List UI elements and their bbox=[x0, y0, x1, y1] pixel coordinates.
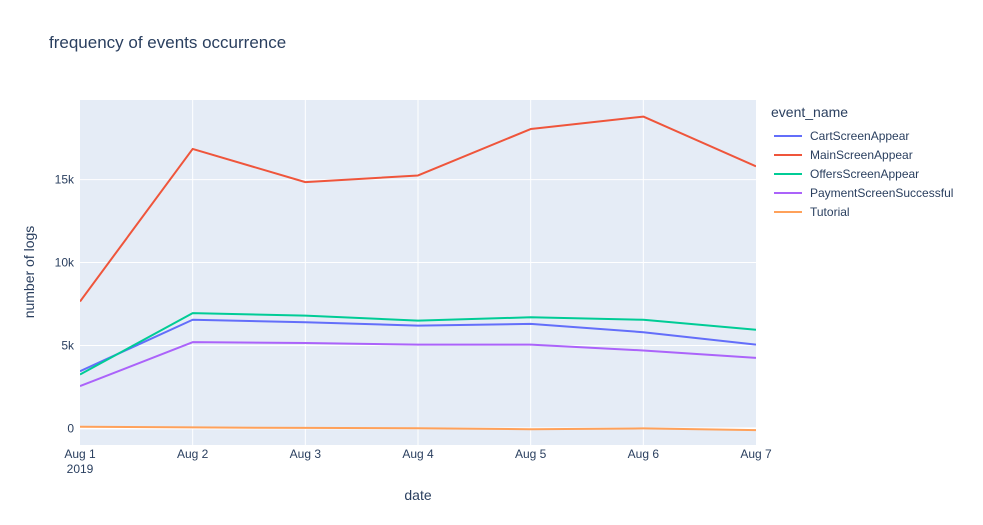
legend-label: CartScreenAppear bbox=[810, 128, 910, 143]
x-tick-label: Aug 6 bbox=[628, 447, 660, 461]
legend-swatch bbox=[774, 191, 802, 194]
y-axis-title: number of logs bbox=[21, 226, 37, 319]
x-tick-label: Aug 2 bbox=[177, 447, 209, 461]
legend-swatch bbox=[774, 134, 802, 137]
legend-swatch bbox=[774, 172, 802, 175]
legend-item-mainscreenappear[interactable]: MainScreenAppear bbox=[771, 145, 953, 164]
series-line-cartscreenappear bbox=[80, 318, 756, 373]
x-tick-label: Aug 5 bbox=[515, 447, 547, 461]
y-tick-label: 0 bbox=[67, 421, 74, 435]
legend-swatch bbox=[774, 153, 802, 156]
legend-label: MainScreenAppear bbox=[810, 147, 913, 162]
legend-swatch bbox=[774, 210, 802, 213]
legend-item-offersscreenappear[interactable]: OffersScreenAppear bbox=[771, 164, 953, 183]
y-axis-ticks: 0 5k 10k 15k bbox=[55, 173, 75, 436]
series-line-tutorial bbox=[80, 425, 756, 432]
legend-label: PaymentScreenSuccessful bbox=[810, 185, 954, 200]
legend-item-tutorial[interactable]: Tutorial bbox=[771, 202, 953, 221]
legend-items: CartScreenAppear MainScreenAppear OffersSc… bbox=[771, 126, 953, 221]
x-tick-label: Aug 4 bbox=[402, 447, 434, 461]
legend-title: event_name bbox=[771, 104, 849, 120]
series-line-paymentscreensuccessful bbox=[80, 341, 756, 388]
series-line-offersscreenappear bbox=[80, 312, 756, 376]
legend-label: OffersScreenAppear bbox=[810, 166, 920, 181]
legend-item-cartscreenappear[interactable]: CartScreenAppear bbox=[771, 126, 953, 145]
x-axis-ticks: Aug 1 2019 Aug 2 Aug 3 Aug 4 Aug 5 Aug 6 Aug 7 bbox=[64, 447, 772, 476]
y-tick-label: 5k bbox=[61, 338, 75, 352]
x-tick-label: Aug 1 2019 bbox=[64, 447, 96, 476]
x-axis-title: date bbox=[404, 487, 431, 503]
y-tick-label: 10k bbox=[55, 256, 75, 270]
legend-item-paymentscreensuccessful[interactable]: PaymentScreenSuccessful bbox=[771, 183, 953, 202]
chart-title: frequency of events occurrence bbox=[49, 33, 287, 52]
y-tick-label: 15k bbox=[55, 173, 75, 187]
legend: event_name CartScreenAppear MainScreenApp… bbox=[771, 104, 953, 221]
x-tick-label: Aug 7 bbox=[740, 447, 772, 461]
x-tick-label: Aug 3 bbox=[290, 447, 322, 461]
series-lines bbox=[80, 115, 756, 432]
legend-label: Tutorial bbox=[810, 204, 850, 219]
series-line-mainscreenappear bbox=[80, 115, 756, 303]
